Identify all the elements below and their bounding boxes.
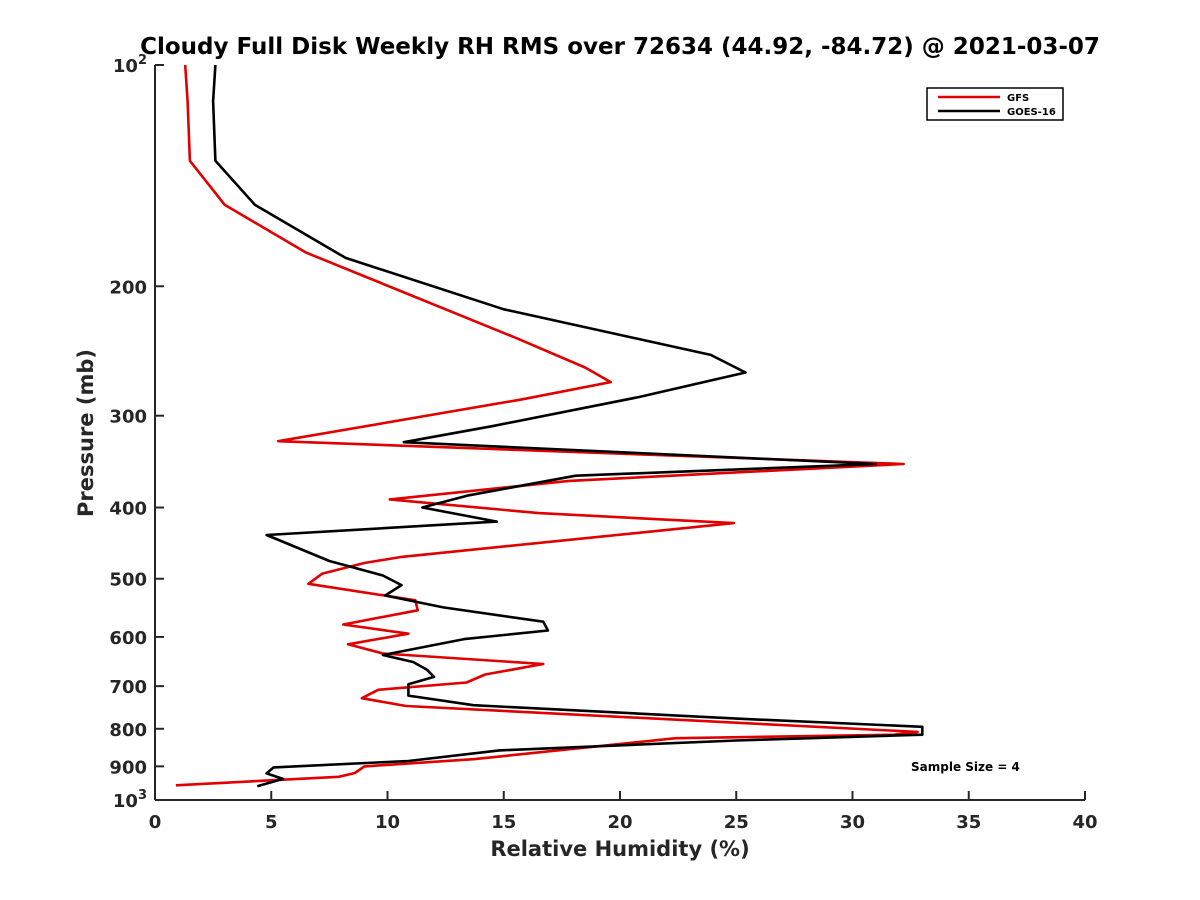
legend-label-goes-16: GOES-16 bbox=[1007, 107, 1056, 118]
chart-title: Cloudy Full Disk Weekly RH RMS over 7263… bbox=[140, 34, 1100, 60]
series-layer bbox=[175, 64, 924, 788]
x-tick-label: 0 bbox=[149, 812, 162, 833]
y-tick-label: 800 bbox=[109, 720, 147, 741]
x-tick-label: 15 bbox=[491, 812, 516, 833]
x-tick-label: 20 bbox=[607, 812, 632, 833]
y-tick-label: 600 bbox=[109, 628, 147, 649]
legend: GFS GOES-16 bbox=[926, 87, 1064, 121]
legend-box bbox=[926, 87, 1064, 121]
x-tick-label: 25 bbox=[724, 812, 749, 833]
y-tick-label: 103 bbox=[113, 788, 147, 812]
x-tick-label: 40 bbox=[1072, 812, 1097, 833]
y-axis-label: Pressure (mb) bbox=[74, 349, 98, 517]
x-tick-label: 30 bbox=[840, 812, 865, 833]
y-ticks: 102 200 300 400 500 600 700 800 900 103 bbox=[109, 53, 164, 812]
axes bbox=[154, 65, 1085, 801]
y-tick-label: 900 bbox=[109, 757, 147, 778]
series-line-gfs bbox=[175, 64, 919, 787]
legend-items: GFS GOES-16 bbox=[938, 93, 1056, 118]
legend-label-gfs: GFS bbox=[1007, 93, 1029, 104]
y-tick-label: 300 bbox=[109, 407, 147, 428]
series-line-goes-16 bbox=[211, 64, 924, 788]
y-tick-label: 400 bbox=[109, 499, 147, 520]
x-tick-label: 10 bbox=[375, 812, 400, 833]
sample-size-annotation: Sample Size = 4 bbox=[911, 760, 1020, 774]
x-ticks: 0 5 10 15 20 25 30 35 40 bbox=[149, 791, 1098, 833]
y-tick-label: 102 bbox=[113, 53, 147, 77]
y-tick-label: 500 bbox=[109, 570, 147, 591]
x-tick-label: 5 bbox=[265, 812, 278, 833]
y-tick-label: 200 bbox=[109, 277, 147, 298]
x-axis-label: Relative Humidity (%) bbox=[490, 837, 749, 861]
x-tick-label: 35 bbox=[956, 812, 981, 833]
y-tick-label: 700 bbox=[109, 677, 147, 698]
